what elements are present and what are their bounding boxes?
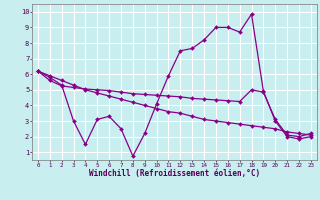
X-axis label: Windchill (Refroidissement éolien,°C): Windchill (Refroidissement éolien,°C) (89, 169, 260, 178)
